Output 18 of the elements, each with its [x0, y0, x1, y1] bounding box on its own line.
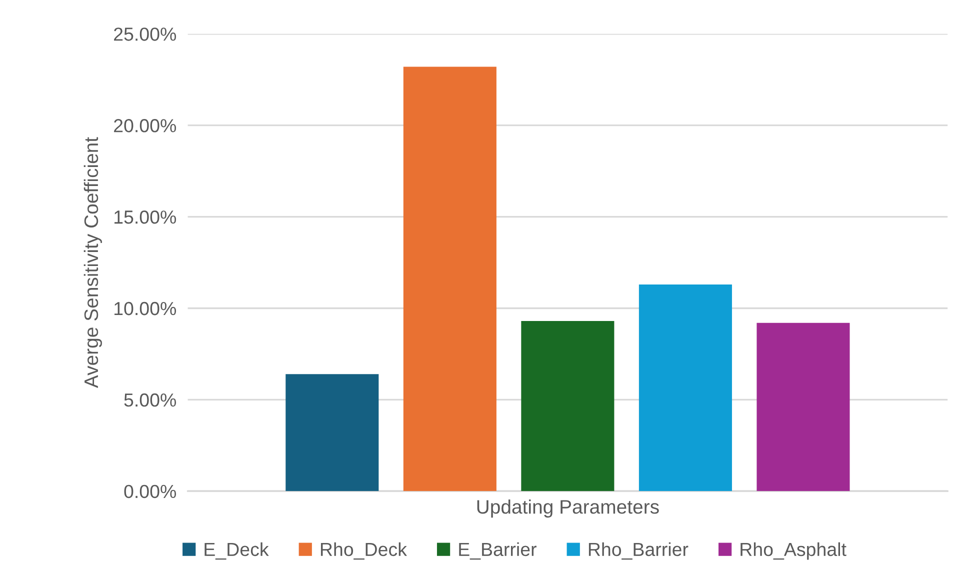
bar	[521, 321, 614, 492]
bar	[286, 374, 379, 492]
legend-label: E_Deck	[204, 542, 269, 560]
y-axis-title: Averge Sensitivity Coefficient	[84, 137, 102, 388]
y-tick-label: 25.00%	[114, 28, 176, 41]
y-tick-label: 5.00%	[124, 393, 176, 407]
bar	[403, 66, 496, 492]
x-tick-label: Updating Parameters	[477, 499, 659, 518]
y-tick-label: 15.00%	[114, 210, 176, 224]
legend-label: Rho_Asphalt	[740, 542, 846, 560]
bar	[756, 322, 850, 492]
legend-label: Rho_Deck	[320, 542, 407, 560]
y-tick-label: 10.00%	[114, 302, 176, 316]
y-tick-label: 20.00%	[114, 119, 176, 132]
y-tick-label: 0.00%	[124, 484, 176, 498]
bar	[638, 284, 732, 492]
legend-label: E_Barrier	[459, 542, 536, 560]
legend-label: Rho_Barrier	[588, 542, 688, 560]
